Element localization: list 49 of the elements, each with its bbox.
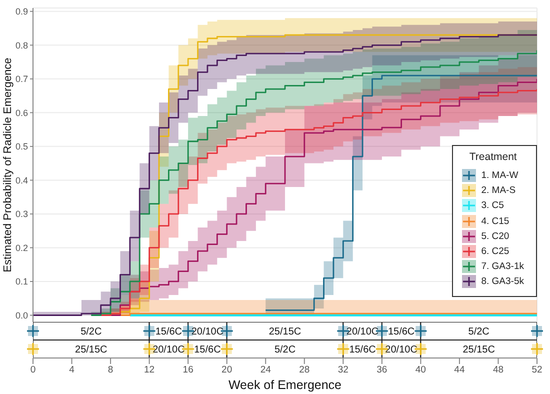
data-label: 5/2C	[468, 326, 490, 338]
x-tick-label: 8	[108, 364, 114, 376]
data-label: 20/10C	[191, 326, 224, 338]
x-axis-title: Week of Emergence	[228, 378, 342, 392]
x-tick-label: 12	[144, 364, 155, 376]
data-label: 15/6C	[388, 326, 415, 338]
x-tick-label: 48	[492, 364, 504, 376]
x-tick-label: 52	[532, 364, 542, 376]
x-tick-label: 44	[454, 364, 465, 376]
legend-label: 6. C25	[481, 246, 510, 258]
y-tick-label: 0.8	[15, 40, 28, 50]
legend-label: 7. GA3-1k	[481, 261, 524, 272]
data-label: 5/2C	[274, 344, 296, 356]
x-tick-label: 4	[69, 364, 74, 376]
y-tick-label: 0.4	[15, 175, 28, 186]
x-tick-label: 24	[260, 364, 271, 376]
data-label: 15/6C	[349, 344, 376, 356]
y-tick-label: 0.9	[15, 6, 28, 17]
y-tick-label: 0.3	[15, 209, 28, 220]
data-label: 5/2C	[80, 326, 102, 338]
x-tick-label: 28	[299, 364, 310, 376]
data-label: 25/15C	[75, 344, 108, 356]
y-tick-label: 0.7	[15, 74, 28, 84]
y-tick-label: 0.5	[15, 142, 28, 152]
x-tick-label: 20	[222, 364, 232, 376]
x-tick-label: 0	[30, 364, 36, 376]
data-label: 15/6C	[155, 326, 182, 338]
y-tick-label: 0.0	[15, 310, 28, 320]
x-tick-label: 40	[415, 364, 426, 376]
y-axis-title: Estimated Probability of Radicle Emergence	[2, 58, 14, 272]
legend-label: 2. MA-S	[481, 185, 516, 196]
y-tick-label: 0.6	[15, 108, 28, 118]
data-label: 20/10C	[385, 344, 418, 356]
legend-label: 8. GA3-5k	[481, 276, 524, 288]
legend-label: 5. C20	[481, 230, 510, 242]
legend-title: Treatment	[468, 151, 518, 163]
data-label: 20/10C	[346, 326, 379, 338]
legend-label: 1. MA-W	[481, 170, 518, 182]
y-tick-label: 0.2	[15, 242, 28, 253]
legend-label: 3. C5	[481, 200, 504, 212]
y-tick-label: 0.1	[15, 276, 28, 287]
data-label: 15/6C	[194, 344, 221, 356]
x-tick-label: 16	[182, 364, 194, 376]
data-label: 20/10C	[152, 344, 185, 356]
legend-label: 4. C15	[481, 216, 510, 227]
x-tick-label: 36	[376, 364, 388, 376]
data-label: 25/15C	[268, 326, 302, 338]
x-tick-label: 32	[338, 364, 348, 376]
data-label: 25/15C	[462, 344, 495, 356]
